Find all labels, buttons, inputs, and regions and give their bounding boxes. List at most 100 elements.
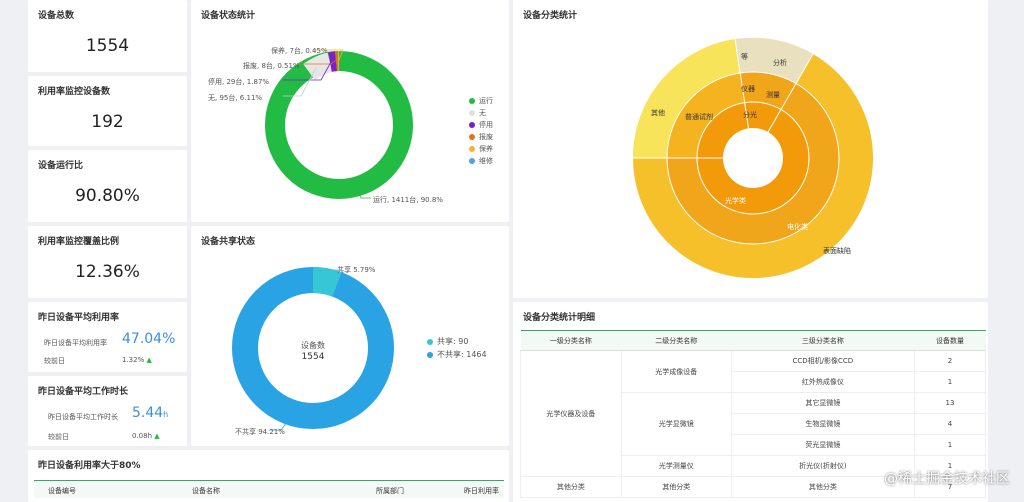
table-row: 光学测量仪 折光仪(折射仪) 1 xyxy=(521,455,987,477)
share-chart-card: 设备共享状态 共享 5.79% 不共享 94.21% 设备数 1554 共享: … xyxy=(191,226,509,446)
level3-cell: 荧光显微镜 xyxy=(730,434,915,456)
kpi-title: 利用率监控设备数 xyxy=(38,87,111,97)
work-time-compare-label: 较前日 xyxy=(48,433,69,441)
status-segment-none xyxy=(303,52,334,81)
category-sunburst xyxy=(632,37,873,278)
share-label-unshared: 不共享 94.21% xyxy=(235,428,285,436)
count-cell: 4 xyxy=(913,413,987,435)
kpi-value: 192 xyxy=(91,112,124,132)
top-util-title: 昨日设备利用率大于80% xyxy=(38,461,141,471)
level3-cell: CCD相机/影像CCD xyxy=(730,350,915,372)
table-row: 光学仪器及设备 光学成像设备 CCD相机/影像CCD 2 xyxy=(520,350,987,477)
sunburst-label-top2: 仪器 xyxy=(741,85,755,93)
sunburst-label-top5: 测量 xyxy=(766,91,780,99)
category-chart-card: 设备分类统计 光学类 电化类 表面缺陷 普通试剂 其他 等 仪器 分光 分析 测… xyxy=(513,0,988,298)
detail-title: 设备分类统计明细 xyxy=(523,313,596,323)
count-cell: 2 xyxy=(913,350,987,372)
status-leader-none xyxy=(283,67,317,97)
share-donut xyxy=(232,267,394,431)
column-header: 设备名称 xyxy=(192,487,220,495)
kpi-card-monitored: 利用率监控设备数 192 xyxy=(28,76,187,146)
status-label-none: 无, 95台, 6.11% xyxy=(208,94,263,102)
level2-cell: 光学显微镜 xyxy=(620,392,732,456)
kpi-title: 设备总数 xyxy=(38,11,75,21)
legend-item[interactable]: 保养 xyxy=(469,144,493,154)
status-leader-stop xyxy=(283,61,332,81)
share-segment-shared xyxy=(312,267,342,297)
status-leader-run xyxy=(355,185,371,199)
count-cell: 13 xyxy=(913,392,987,414)
count-cell: 7 xyxy=(913,476,987,498)
level2-cell: 光学测量仪 xyxy=(620,455,732,477)
kpi-value: 12.36% xyxy=(75,262,140,282)
level2-cell: 其他分类 xyxy=(620,476,732,498)
level3-cell: 生物显微镜 xyxy=(730,413,915,435)
status-label-run: 运行, 1411台, 90.8% xyxy=(373,196,443,204)
util-rate-compare-label: 较前日 xyxy=(44,357,65,365)
level1-cell: 其他分类 xyxy=(520,476,622,498)
util-rate-value: 47.04% xyxy=(122,331,176,347)
sunburst-label-middle: 电化类 xyxy=(787,223,808,231)
status-segment-stop xyxy=(328,51,337,72)
level1-cell: 光学仪器及设备 xyxy=(520,350,622,477)
util-rate-compare-value: 1.32% ▲ xyxy=(122,356,152,364)
status-chart-card: 设备状态统计 保养, 7台, 0.45% 报废, 8台, 0.51% 停用, 2… xyxy=(191,0,509,222)
share-leader-shared xyxy=(324,267,341,271)
kpi-card-run-ratio: 设备运行比 90.80% xyxy=(28,150,187,222)
legend-item[interactable]: 共享: 90 xyxy=(427,336,487,347)
legend-item[interactable]: 不共享: 1464 xyxy=(427,349,487,360)
work-time-value: 5.44h xyxy=(132,405,169,421)
sunburst-label-outer: 表面缺陷 xyxy=(823,247,851,255)
legend-item[interactable]: 运行 xyxy=(469,96,493,106)
count-cell: 1 xyxy=(913,434,987,456)
level3-cell: 其它显微镜 xyxy=(730,392,915,414)
work-time-title: 昨日设备平均工作时长 xyxy=(38,387,129,397)
category-chart-title: 设备分类统计 xyxy=(523,11,578,21)
kpi-value: 1554 xyxy=(85,36,130,56)
kpi-value: 90.80% xyxy=(75,186,140,206)
work-time-label: 昨日设备平均工作时长 xyxy=(48,413,118,421)
column-header: 所属部门 xyxy=(376,487,404,495)
util-rate-card: 昨日设备平均利用率 昨日设备平均利用率 47.04% 较前日 1.32% ▲ xyxy=(28,302,187,372)
table-row: 荧光显微镜 1 xyxy=(521,434,987,456)
watermark: @稀土掘金技术社区 xyxy=(884,471,1010,487)
share-chart-title: 设备共享状态 xyxy=(201,237,256,247)
detail-table: 一级分类名称 二级分类名称 三级分类名称 设备数量 光学仪器及设备 光学成像设备… xyxy=(520,330,987,498)
legend-item[interactable]: 报废 xyxy=(469,132,493,142)
util-rate-title: 昨日设备平均利用率 xyxy=(38,313,120,323)
status-donut xyxy=(265,49,413,199)
sunburst-label-top3: 分光 xyxy=(743,111,757,119)
kpi-card-total: 设备总数 1554 xyxy=(28,0,187,72)
column-header: 一级分类名称 xyxy=(520,330,622,351)
status-legend: 运行 无 停用 报废 保养 维修 xyxy=(469,96,493,168)
column-header: 三级分类名称 xyxy=(731,330,915,351)
work-time-compare-value: 0.08h ▲ xyxy=(132,432,160,440)
sunburst-label-left-outer: 其他 xyxy=(651,109,665,117)
column-header: 昨日利用率 xyxy=(464,487,499,495)
sunburst-label-top1: 等 xyxy=(741,53,748,61)
sunburst-label-top4: 分析 xyxy=(773,59,787,67)
legend-item[interactable]: 无 xyxy=(469,108,493,118)
status-leader-maint xyxy=(313,49,344,61)
count-cell: 1 xyxy=(913,371,987,393)
share-leader-unshared xyxy=(269,421,288,431)
status-leader-scrap xyxy=(299,59,337,65)
legend-item[interactable]: 维修 xyxy=(469,156,493,166)
status-chart-title: 设备状态统计 xyxy=(201,11,256,21)
kpi-title: 设备运行比 xyxy=(38,161,84,171)
kpi-card-coverage: 利用率监控覆盖比例 12.36% xyxy=(28,226,187,298)
work-time-card: 昨日设备平均工作时长 昨日设备平均工作时长 5.44h 较前日 0.08h ▲ xyxy=(28,376,187,446)
legend-item[interactable]: 停用 xyxy=(469,120,493,130)
share-center-label: 设备数 xyxy=(301,341,325,350)
column-header: 设备编号 xyxy=(48,487,76,495)
top-util-header: 设备编号 设备名称 所属部门 昨日利用率 xyxy=(34,480,504,498)
table-row: 其他分类 其他分类 其他分类 7 xyxy=(520,476,987,498)
column-header: 二级分类名称 xyxy=(621,330,732,351)
status-label-maint: 保养, 7台, 0.45% xyxy=(271,47,328,55)
share-center-value: 1554 xyxy=(301,352,325,362)
kpi-title: 利用率监控覆盖比例 xyxy=(38,237,120,247)
share-legend: 共享: 90 不共享: 1464 xyxy=(427,336,487,362)
column-header: 设备数量 xyxy=(914,330,986,351)
util-rate-label: 昨日设备平均利用率 xyxy=(44,339,107,347)
sunburst-label-left-mid: 普通试剂 xyxy=(685,113,713,121)
